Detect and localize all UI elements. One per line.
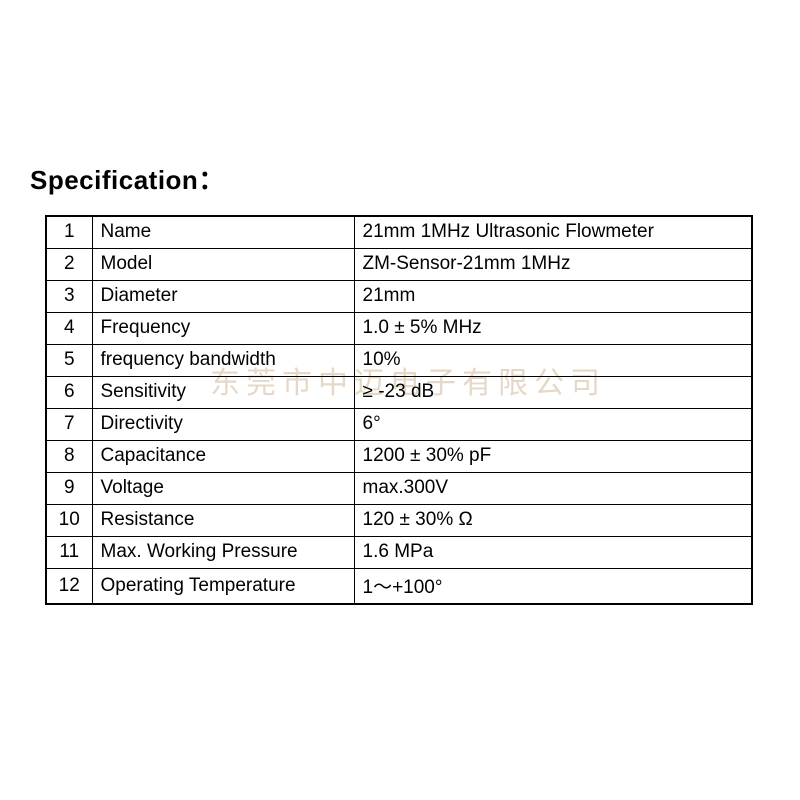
row-param: Name [92, 216, 354, 249]
table-row: 12 Operating Temperature 1～+100° [46, 569, 752, 605]
row-param: Operating Temperature [92, 569, 354, 605]
row-value: 120 ± 30% Ω [354, 505, 752, 537]
table-row: 6 Sensitivity ≥ -23 dB [46, 377, 752, 409]
row-number: 10 [46, 505, 92, 537]
row-number: 11 [46, 537, 92, 569]
table-row: 2 Model ZM-Sensor-21mm 1MHz [46, 249, 752, 281]
row-number: 3 [46, 281, 92, 313]
row-param: Capacitance [92, 441, 354, 473]
table-row: 11 Max. Working Pressure 1.6 MPa [46, 537, 752, 569]
page: Specification： 东莞市中迈电子有限公司 1 Name 21mm 1… [0, 0, 800, 800]
row-value: 6° [354, 409, 752, 441]
row-value: 21mm [354, 281, 752, 313]
table-row: 3 Diameter 21mm [46, 281, 752, 313]
table-row: 5 frequency bandwidth 10% [46, 345, 752, 377]
page-title: Specification： [30, 160, 225, 197]
row-value: 1～+100° [354, 569, 752, 605]
row-number: 9 [46, 473, 92, 505]
row-value: 1200 ± 30% pF [354, 441, 752, 473]
row-number: 12 [46, 569, 92, 605]
row-value: 1.6 MPa [354, 537, 752, 569]
row-param: Sensitivity [92, 377, 354, 409]
row-value: ZM-Sensor-21mm 1MHz [354, 249, 752, 281]
table-row: 10 Resistance 120 ± 30% Ω [46, 505, 752, 537]
row-param: Model [92, 249, 354, 281]
table-row: 8 Capacitance 1200 ± 30% pF [46, 441, 752, 473]
row-number: 7 [46, 409, 92, 441]
row-number: 1 [46, 216, 92, 249]
row-number: 2 [46, 249, 92, 281]
row-param: Resistance [92, 505, 354, 537]
row-number: 4 [46, 313, 92, 345]
specification-table: 1 Name 21mm 1MHz Ultrasonic Flowmeter 2 … [45, 215, 753, 605]
row-number: 5 [46, 345, 92, 377]
row-param: Max. Working Pressure [92, 537, 354, 569]
row-value: ≥ -23 dB [354, 377, 752, 409]
table-row: 4 Frequency 1.0 ± 5% MHz [46, 313, 752, 345]
row-value: max.300V [354, 473, 752, 505]
row-param: frequency bandwidth [92, 345, 354, 377]
row-value: 21mm 1MHz Ultrasonic Flowmeter [354, 216, 752, 249]
row-param: Directivity [92, 409, 354, 441]
row-param: Frequency [92, 313, 354, 345]
row-param: Diameter [92, 281, 354, 313]
table-row: 9 Voltage max.300V [46, 473, 752, 505]
row-value: 10% [354, 345, 752, 377]
table-row: 7 Directivity 6° [46, 409, 752, 441]
row-number: 6 [46, 377, 92, 409]
row-param: Voltage [92, 473, 354, 505]
row-value: 1.0 ± 5% MHz [354, 313, 752, 345]
table-row: 1 Name 21mm 1MHz Ultrasonic Flowmeter [46, 216, 752, 249]
row-number: 8 [46, 441, 92, 473]
